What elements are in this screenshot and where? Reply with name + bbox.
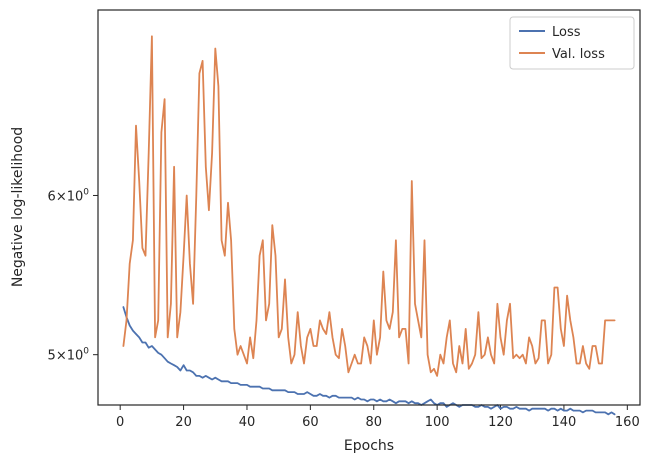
series-layer (122, 35, 616, 416)
x-tick-label: 0 (116, 415, 124, 430)
x-axis-label: Epochs (344, 438, 394, 454)
legend-label-loss: Loss (552, 25, 581, 40)
series-line-val-loss (122, 35, 616, 377)
x-tick-label: 100 (425, 415, 450, 430)
y-tick-label: 5×100 (48, 347, 90, 364)
x-tick-label: 140 (552, 415, 577, 430)
plot-frame (97, 9, 641, 406)
x-tick-label: 40 (239, 415, 256, 430)
legend: Loss Val. loss (509, 16, 635, 70)
x-tick-label: 160 (615, 415, 640, 430)
y-axis-ticks: 5×100 6×100 (48, 187, 98, 364)
series-line-loss (122, 306, 616, 416)
x-tick-label: 20 (175, 415, 192, 430)
x-axis-ticks: 0 20 40 60 80 100 120 140 160 (116, 405, 640, 430)
x-tick-label: 80 (365, 415, 382, 430)
x-tick-label: 120 (488, 415, 513, 430)
y-tick-label: 6×100 (48, 187, 90, 204)
x-tick-label: 60 (302, 415, 319, 430)
y-axis-label: Negative log-likelihood (10, 127, 26, 287)
legend-label-val-loss: Val. loss (552, 47, 605, 62)
